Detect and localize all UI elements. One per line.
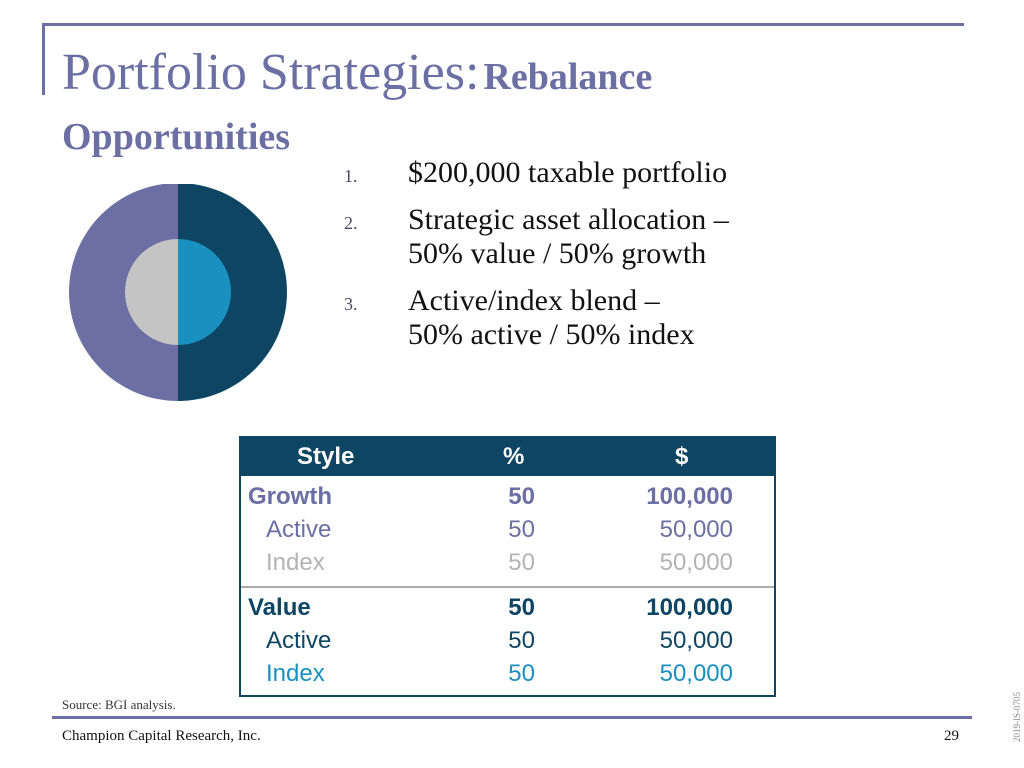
bullet-line: 50% value / 50% growth [408,237,707,270]
slide-title: Portfolio Strategies: Rebalance [62,44,652,101]
row-amount: 50,000 [659,549,733,576]
bullet-line: $200,000 taxable portfolio [408,156,728,189]
table-row: Active 50 50,000 [241,513,774,546]
row-amount: 50,000 [659,660,733,687]
title-line2: Opportunities [62,116,291,158]
row-style: Value [248,594,311,621]
header-style: Style [297,443,355,470]
top-rule [42,23,964,26]
bullet-line: Active/index blend – [408,283,660,317]
title-main: Portfolio Strategies: [62,44,480,101]
table-group-value: Value 50 100,000 Active 50 50,000 Index … [241,591,774,690]
bullet-number: 3. [344,293,358,314]
footer-company: Champion Capital Research, Inc. [62,728,261,744]
row-style: Growth [248,483,332,510]
table-row: Growth 50 100,000 [241,480,774,513]
row-percent: 50 [508,660,535,687]
page-number: 29 [944,728,959,744]
row-percent: 50 [508,483,535,510]
row-style: Index [266,660,325,687]
table-row: Value 50 100,000 [241,591,774,624]
row-style: Active [266,516,332,543]
row-style: Active [266,627,332,654]
bullet-text: Strategic asset allocation – 50% value /… [408,203,729,272]
table-row: Active 50 50,000 [241,624,774,657]
bullet-line: Strategic asset allocation – [408,202,729,236]
bullet-line: 50% active / 50% index [408,318,695,351]
row-percent: 50 [508,549,535,576]
source-note: Source: BGI analysis. [62,697,176,712]
allocation-table: Style % $ Growth 50 100,000 Active 50 50… [239,436,776,697]
bullet-list: 1. $200,000 taxable portfolio 2. Strateg… [344,156,864,365]
table-divider [241,586,774,588]
row-amount: 50,000 [659,627,733,654]
bullet-text: $200,000 taxable portfolio [408,156,727,191]
row-percent: 50 [508,516,535,543]
header-dollar: $ [675,443,689,470]
bullet-number: 1. [344,166,358,186]
document-code: 2019-IS-0705 [1012,692,1022,742]
bullet-number: 2. [344,212,358,233]
pie-inner-slice-1 [125,239,178,345]
table-row: Index 50 50,000 [241,546,774,579]
title-bold: Rebalance [483,56,653,98]
table-header: Style % $ [241,438,774,476]
pie-outer-slice-1 [69,184,178,401]
row-amount: 100,000 [646,594,733,621]
row-percent: 50 [508,594,535,621]
bullet-item: 1. $200,000 taxable portfolio [344,156,864,191]
bottom-rule [52,716,972,719]
left-rule [42,23,45,95]
bullet-text: Active/index blend – 50% active / 50% in… [408,284,695,353]
row-percent: 50 [508,627,535,654]
row-amount: 100,000 [646,483,733,510]
bullet-item: 2. Strategic asset allocation – 50% valu… [344,203,864,272]
bullet-item: 3. Active/index blend – 50% active / 50%… [344,284,864,353]
pie-inner-slice-0 [178,239,231,345]
allocation-pie-chart [69,184,287,401]
pie-outer-slice-0 [178,184,287,401]
table-row: Index 50 50,000 [241,657,774,690]
table-group-growth: Growth 50 100,000 Active 50 50,000 Index… [241,480,774,579]
row-style: Index [266,549,325,576]
row-amount: 50,000 [659,516,733,543]
header-percent: % [503,443,525,470]
